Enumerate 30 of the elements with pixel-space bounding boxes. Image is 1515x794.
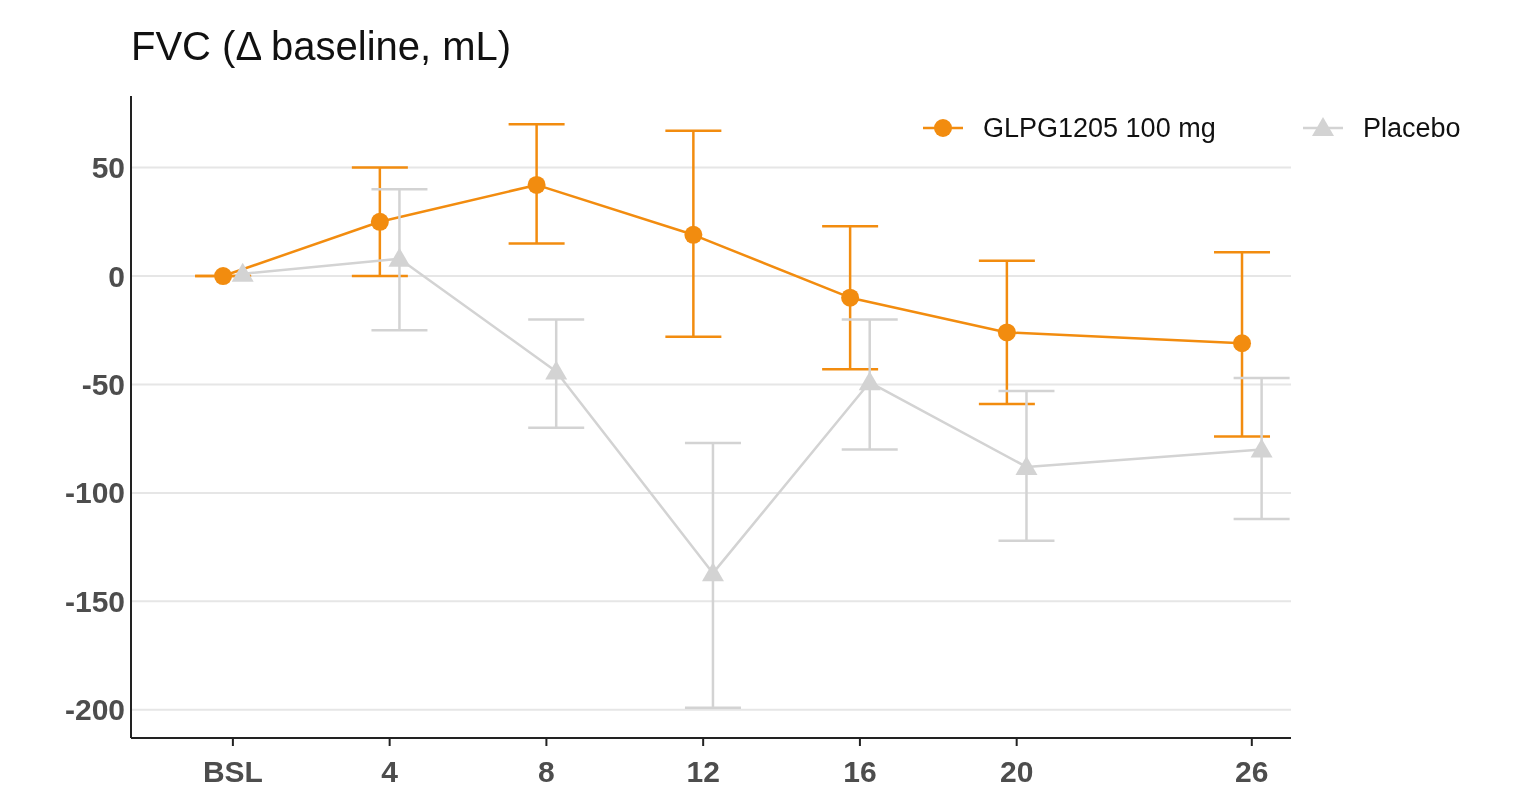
- point: [684, 225, 703, 244]
- point: [1015, 455, 1038, 475]
- x-tick-label: 16: [843, 755, 877, 788]
- point: [527, 175, 546, 194]
- chart-title: FVC (Δ baseline, mL): [131, 24, 512, 68]
- x-tick-label: 20: [999, 755, 1034, 788]
- x-tick-label: BSL: [202, 755, 263, 788]
- legend-label: GLPG1205 100 mg: [983, 113, 1216, 144]
- x-tick-label: 4: [381, 755, 399, 788]
- y-tick-label: -150: [64, 584, 125, 618]
- x-tick-label: 26: [1235, 755, 1269, 788]
- x-tick-label: 12: [686, 755, 720, 788]
- point: [858, 371, 881, 391]
- point: [701, 562, 724, 582]
- point: [231, 262, 254, 282]
- point: [1250, 438, 1273, 458]
- point: [370, 212, 389, 231]
- y-tick-label: -50: [81, 367, 125, 401]
- point: [545, 360, 568, 380]
- y-tick-label: -100: [64, 476, 125, 510]
- y-tick-label: 50: [91, 151, 125, 185]
- legend-label: Placebo: [1363, 113, 1461, 144]
- point: [997, 323, 1016, 342]
- point: [214, 267, 233, 286]
- y-tick-label: -200: [64, 693, 125, 727]
- point: [388, 247, 411, 267]
- y-tick-label: 0: [108, 259, 125, 293]
- point: [1233, 334, 1252, 353]
- x-tick-label: 8: [538, 755, 555, 788]
- point: [841, 288, 860, 307]
